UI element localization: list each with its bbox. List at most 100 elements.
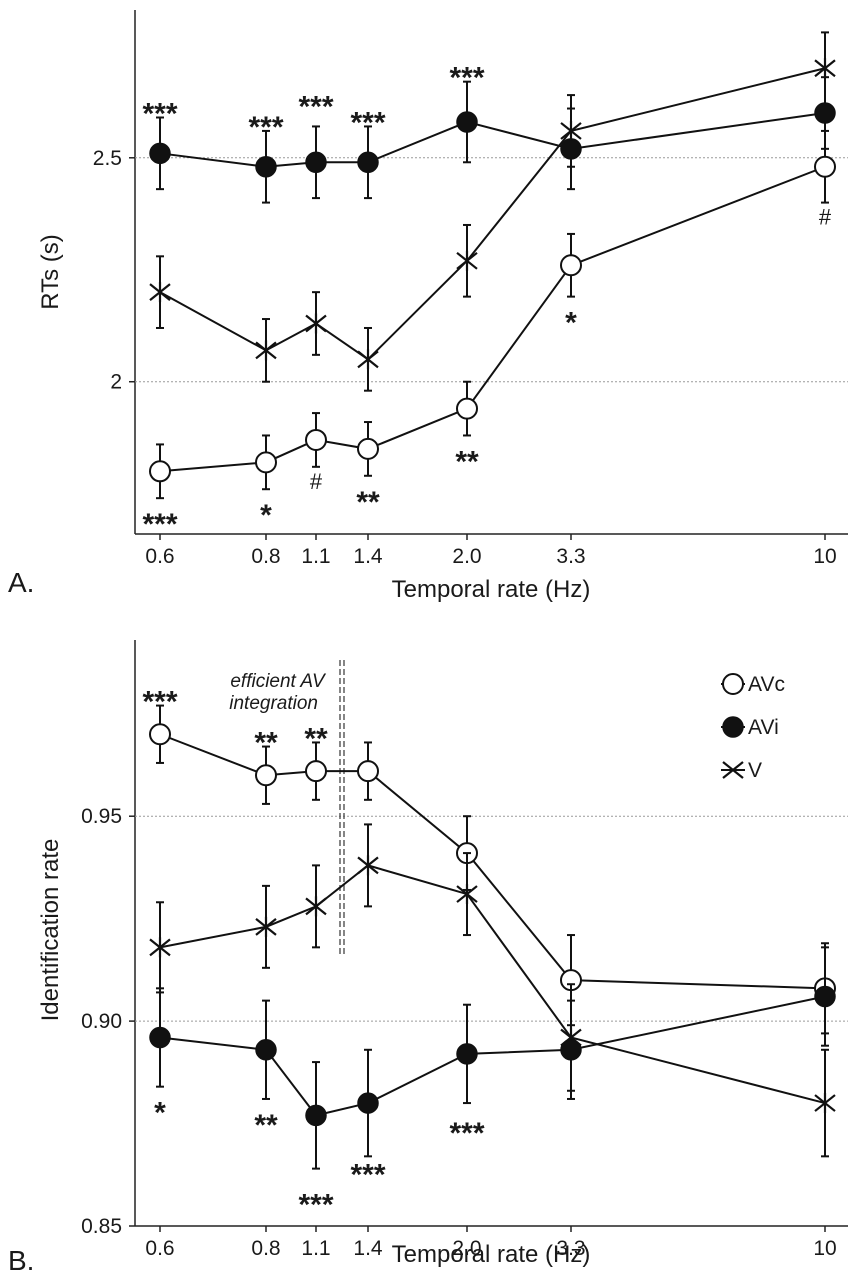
panel-a-avc-significance-2: # <box>310 469 323 494</box>
panel-b-avc-significance-2: ** <box>304 722 328 755</box>
panel-b-avi-significance-3: *** <box>350 1158 385 1191</box>
panel-a-y-tick-label-0: 2 <box>110 371 122 394</box>
panel-b-x-tick-label-5: 3.3 <box>556 1237 585 1260</box>
panel-b-avc-significance-0: *** <box>142 686 177 719</box>
panel-a-v-point-4 <box>456 250 478 271</box>
panel-a-significance-labels: *** ****** ********* *#*****# <box>142 62 831 542</box>
panel-a-x-tick-label-3: 1.4 <box>353 545 383 568</box>
panel-b-y-tick-label-1: 0.90 <box>81 1010 122 1033</box>
panel-a-x-tick-label-2: 1.1 <box>301 545 330 568</box>
panel-a-avc-significance-6: # <box>819 205 832 230</box>
panel-b-avc-point-0 <box>149 723 171 746</box>
panel-b-y-tick-label-2: 0.95 <box>81 805 122 828</box>
panel-a-v-point-6 <box>814 58 836 79</box>
panel-a-avi-point-0 <box>149 142 171 165</box>
panel-b-v-point-6 <box>814 1093 836 1114</box>
panel-b-v-point-0 <box>149 937 171 958</box>
x-marker-stroke-2 <box>722 761 744 779</box>
panel-b-avi-point-6 <box>814 985 836 1008</box>
panel-b-x-tick-label-4: 2.0 <box>452 1237 481 1260</box>
panel-a-avi-point-3 <box>357 151 379 174</box>
panel-b-v-point-4 <box>456 884 478 905</box>
panel-a-avi-significance-2: *** <box>298 90 333 123</box>
panel-a-avi-point-4 <box>456 111 478 133</box>
panel-a-avc-significance-5: * <box>565 307 577 340</box>
legend-label-avc: AVc <box>748 673 785 696</box>
panel-b-x-tick-label-2: 1.1 <box>301 1237 330 1260</box>
panel-a-avc-line <box>159 165 826 473</box>
panel-b-avi-point-1 <box>255 1039 277 1061</box>
panel-b-avi-significance-4: *** <box>449 1117 484 1150</box>
panel-a-avi-significance-1: *** <box>248 111 283 144</box>
legend-marker-avc <box>722 673 744 695</box>
panel-b-x-tick-label-6: 10 <box>813 1237 836 1260</box>
panel-a-avc-point-5 <box>560 254 582 277</box>
panel-b-y-axis-title: Identification rate <box>37 839 64 1022</box>
panel-b-gridlines <box>135 815 848 1022</box>
legend-label-avi: AVi <box>748 716 779 739</box>
panel-a-avc-point-0 <box>149 460 171 483</box>
panel-b-avi-point-5 <box>560 1039 582 1061</box>
panel-b-avi-significance-2: *** <box>298 1189 333 1222</box>
panel-a-avc-point-1 <box>255 451 277 474</box>
legend-marker-avi <box>722 716 744 738</box>
panel-b-avi-point-0 <box>149 1026 171 1049</box>
panel-a-avi-point-1 <box>255 156 277 178</box>
legend-marker-v <box>722 761 744 779</box>
panel-a-avc-significance-0: *** <box>142 508 177 541</box>
efficient-av-integration-annotation: efficient AV integration <box>229 671 330 714</box>
legend-label-v: V <box>748 759 762 782</box>
panel-b-v-point-2 <box>305 896 327 917</box>
panel-b-avc-significance-1: ** <box>254 727 278 760</box>
annotation-line-1: efficient AV <box>230 671 327 692</box>
panel-b-v-point-3 <box>357 855 379 876</box>
panel-a-v-point-5 <box>560 120 582 141</box>
panel-a-avc-point-6 <box>814 155 836 178</box>
panel-b-x-tick-label-1: 0.8 <box>251 1237 280 1260</box>
panel-a-rt-chart: 22.50.6 0.8 1.1 1.4 2.0 3.3 10 *** ****** ******… <box>8 10 848 603</box>
panel-b-identification-chart: efficient AV integration 0.85 0.90 0.95 0.6… <box>8 640 848 1276</box>
panel-a-avi-significance-0: *** <box>142 97 177 130</box>
panel-b-v-point-1 <box>255 916 277 937</box>
panel-b-series <box>149 704 836 1170</box>
panel-a-ticks: 2 2.5 0.6 0.8 1.1 1.4 2.0 3.3 10 <box>93 147 837 568</box>
panel-a-avc-point-2 <box>305 428 327 451</box>
panel-a-x-tick-label-4: 2.0 <box>452 545 481 568</box>
panel-a-avc-point-3 <box>357 437 379 460</box>
panel-b-avc-point-1 <box>255 764 277 787</box>
panel-a-avi-point-2 <box>305 151 327 174</box>
panel-b-avc-point-3 <box>357 760 379 783</box>
panel-b-avi-significance-1: ** <box>254 1109 278 1142</box>
panel-b-y-tick-label-0: 0.85 <box>81 1215 122 1238</box>
panel-b-significance-labels: ***** *** *********** <box>142 686 484 1222</box>
panel-b-avi-significance-0: * <box>154 1097 166 1130</box>
panel-a-x-tick-label-5: 3.3 <box>556 545 585 568</box>
panel-b-x-tick-label-3: 1.4 <box>353 1237 383 1260</box>
panel-a-x-tick-label-1: 0.8 <box>251 545 280 568</box>
panel-a-avi-significance-3: *** <box>350 106 385 139</box>
panel-b-avc-point-2 <box>305 760 327 783</box>
panel-b-label: B. <box>8 1245 34 1276</box>
panel-b-x-tick-label-0: 0.6 <box>145 1237 174 1260</box>
panel-a-y-axis-title: RTs (s) <box>37 234 64 310</box>
panel-a-v-point-0 <box>149 282 171 303</box>
panel-a-v-point-1 <box>255 340 277 361</box>
panel-b-ticks: 0.85 0.90 0.95 0.6 0.8 1.1 1.4 2.0 3.3 10 <box>81 805 837 1260</box>
legend: AVc AVi V <box>721 673 785 782</box>
panel-a-v-point-3 <box>357 349 379 370</box>
panel-b-avi-point-3 <box>357 1092 379 1114</box>
panel-b-x-axis-title: Temporal rate (Hz) <box>392 1241 591 1268</box>
panel-a-avc-significance-1: * <box>260 499 272 532</box>
panel-a-v-point-2 <box>305 313 327 334</box>
panel-a-avi-significance-4: *** <box>449 62 484 95</box>
panel-a-avc-point-4 <box>456 397 478 420</box>
panel-a-y-tick-label-1: 2.5 <box>93 147 122 170</box>
panel-a-avc-significance-3: ** <box>356 486 380 519</box>
panel-a-x-tick-label-0: 0.6 <box>145 545 174 568</box>
panel-a-label: A. <box>8 567 34 598</box>
panel-b-avi-point-2 <box>305 1104 327 1127</box>
panel-a-x-axis-title: Temporal rate (Hz) <box>392 576 591 603</box>
panel-b-avi-point-4 <box>456 1043 478 1065</box>
annotation-line-2: integration <box>229 693 318 714</box>
